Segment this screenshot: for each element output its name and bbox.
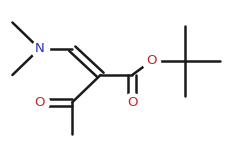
Text: N: N bbox=[34, 42, 44, 55]
Text: O: O bbox=[126, 96, 137, 109]
Text: O: O bbox=[34, 96, 45, 109]
Text: O: O bbox=[146, 54, 156, 68]
